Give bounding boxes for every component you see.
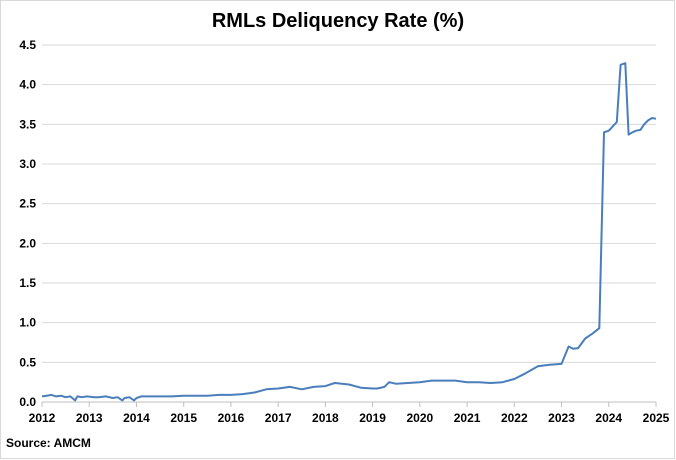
y-tick-label: 3.5 bbox=[19, 117, 36, 131]
y-tick-label: 3.0 bbox=[19, 157, 36, 171]
x-tick-label: 2020 bbox=[406, 411, 433, 425]
x-tick-label: 2023 bbox=[548, 411, 575, 425]
x-tick-label: 2015 bbox=[170, 411, 197, 425]
source-note: Source: AMCM bbox=[6, 436, 91, 450]
y-tick-label: 0.0 bbox=[19, 395, 36, 409]
x-tick-label: 2012 bbox=[29, 411, 56, 425]
x-tick-label: 2019 bbox=[359, 411, 386, 425]
x-tick-labels: 2012 2013 2014 2015 2016 2017 2018 2019 2020 2021… bbox=[29, 411, 670, 425]
y-tick-label: 4.0 bbox=[19, 78, 36, 92]
y-tick-label: 4.5 bbox=[19, 38, 36, 52]
x-tick-label: 2018 bbox=[312, 411, 339, 425]
series-layer bbox=[41, 62, 657, 402]
x-tick-label: 2014 bbox=[123, 411, 150, 425]
x-tick-label: 2017 bbox=[265, 411, 292, 425]
y-tick-label: 1.0 bbox=[19, 316, 36, 330]
y-tick-labels: 0.0 0.5 1.0 1.5 2.0 2.5 3.0 3.5 4.0 4.5 bbox=[19, 38, 36, 409]
y-tick-label: 1.5 bbox=[19, 276, 36, 290]
y-tick-label: 2.5 bbox=[19, 197, 36, 211]
x-tick-label: 2025 bbox=[643, 411, 670, 425]
x-tick-label: 2022 bbox=[501, 411, 528, 425]
y-tick-label: 2.0 bbox=[19, 236, 36, 250]
grid-lines bbox=[42, 44, 656, 363]
series-line bbox=[41, 62, 657, 402]
y-tick-label: 0.5 bbox=[19, 355, 36, 369]
x-tick-label: 2024 bbox=[595, 411, 622, 425]
axes bbox=[41, 401, 657, 407]
x-tick-label: 2013 bbox=[76, 411, 103, 425]
x-tick-label: 2016 bbox=[218, 411, 245, 425]
chart-title: RMLs Deliquency Rate (%) bbox=[211, 10, 465, 32]
x-tick-label: 2021 bbox=[454, 411, 481, 425]
